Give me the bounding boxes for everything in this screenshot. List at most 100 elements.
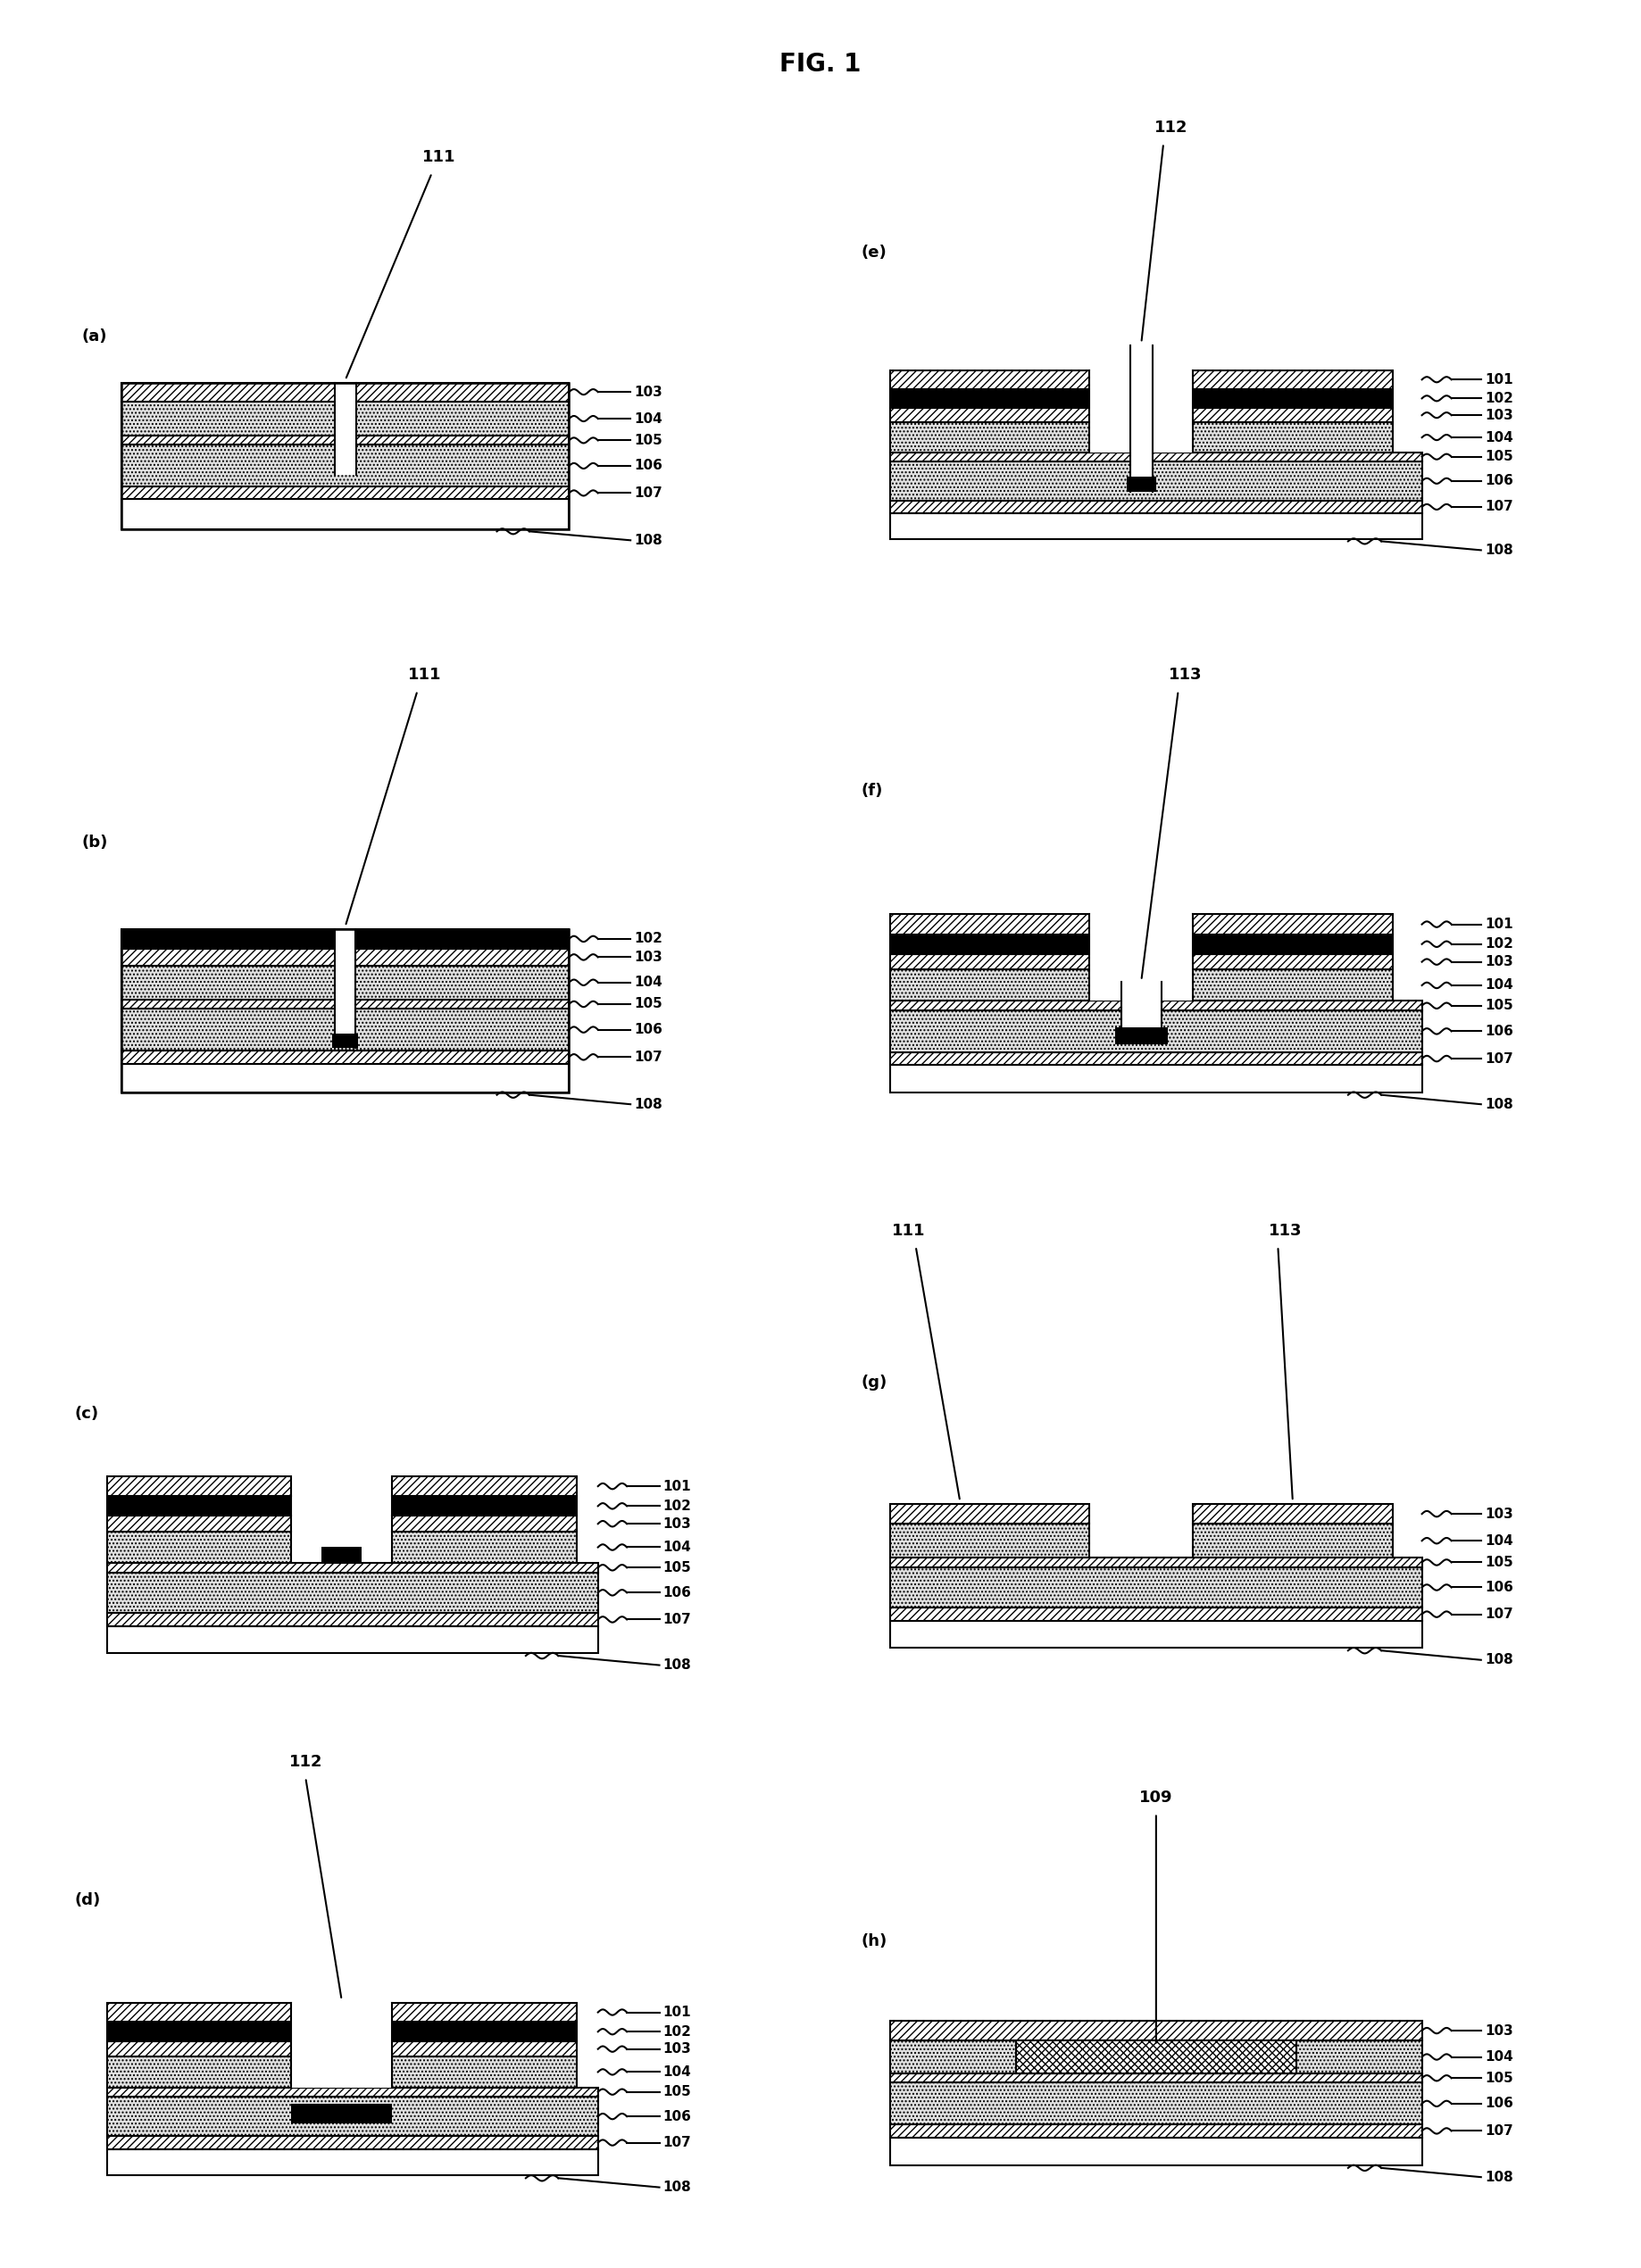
Bar (1193, 1504, 1392, 1524)
Bar (392, 1497, 576, 1515)
Bar (107, 2023, 290, 2041)
Text: 105: 105 (1485, 998, 1513, 1012)
Text: 105: 105 (663, 2084, 691, 2098)
Bar (107, 1497, 290, 1515)
Bar (121, 948, 569, 966)
Text: 104: 104 (1485, 431, 1513, 445)
Bar (889, 1524, 1090, 1558)
Text: 107: 107 (1485, 1608, 1513, 1622)
Bar (889, 2082, 1421, 2125)
Text: 111: 111 (409, 667, 441, 683)
Text: 104: 104 (1485, 2050, 1513, 2064)
Bar (1193, 1524, 1392, 1558)
Bar (392, 2023, 576, 2041)
Bar (392, 1531, 576, 1563)
Bar (889, 934, 1090, 955)
Bar (1193, 390, 1392, 408)
Bar (889, 501, 1421, 513)
Text: 107: 107 (1485, 1052, 1513, 1066)
Text: 104: 104 (663, 2066, 691, 2080)
Bar (121, 401, 569, 435)
Bar (1116, 1027, 1167, 1043)
Bar (889, 2125, 1421, 2136)
Text: 105: 105 (663, 1560, 691, 1574)
Bar (1193, 955, 1392, 971)
Bar (392, 1515, 576, 1531)
Text: 109: 109 (1139, 1789, 1173, 1805)
Text: 108: 108 (663, 2180, 691, 2193)
Bar (107, 1613, 597, 1626)
Bar (121, 488, 569, 499)
Bar (331, 1034, 358, 1048)
Text: (a): (a) (82, 329, 107, 345)
Bar (889, 1567, 1421, 1608)
Bar (107, 1476, 290, 1497)
Text: 101: 101 (663, 1479, 691, 1492)
Text: 103: 103 (1485, 408, 1513, 422)
Bar (107, 1515, 290, 1531)
Bar (889, 1052, 1421, 1066)
Text: 104: 104 (663, 1540, 691, 1554)
Bar (392, 2041, 576, 2057)
Bar (889, 370, 1090, 390)
Text: 106: 106 (1485, 2098, 1513, 2109)
Text: 108: 108 (1485, 1653, 1513, 1667)
Text: 105: 105 (633, 998, 663, 1012)
Text: (h): (h) (860, 1932, 886, 1950)
Bar (889, 2041, 1421, 2073)
Text: 113: 113 (1268, 1222, 1301, 1238)
Text: 102: 102 (1485, 392, 1513, 406)
Bar (889, 390, 1090, 408)
Bar (889, 2073, 1421, 2082)
Text: 106: 106 (663, 2109, 691, 2123)
Bar (107, 2057, 290, 2087)
Text: 102: 102 (663, 1499, 691, 1513)
Text: 112: 112 (1154, 120, 1188, 136)
Text: 111: 111 (891, 1222, 926, 1238)
Text: 103: 103 (1485, 955, 1513, 968)
Text: 103: 103 (663, 1517, 691, 1531)
Text: 108: 108 (1485, 1098, 1513, 1111)
Text: (e): (e) (860, 245, 886, 261)
Bar (107, 2087, 597, 2096)
Text: 106: 106 (1485, 1581, 1513, 1594)
Bar (121, 499, 569, 528)
Bar (889, 460, 1421, 501)
Bar (121, 435, 569, 445)
Bar (107, 1531, 290, 1563)
Text: (g): (g) (860, 1374, 886, 1390)
Bar (889, 1558, 1421, 1567)
Text: 107: 107 (633, 1050, 663, 1064)
Bar (121, 445, 569, 488)
Bar (889, 1622, 1421, 1649)
Bar (889, 2136, 1421, 2166)
Text: 101: 101 (663, 2005, 691, 2019)
Bar (889, 1009, 1421, 1052)
Text: 101: 101 (1485, 919, 1513, 930)
Bar (335, 383, 356, 474)
Bar (107, 2003, 290, 2023)
Bar (121, 1009, 569, 1050)
Bar (121, 966, 569, 1000)
Text: 102: 102 (1485, 937, 1513, 950)
Text: 108: 108 (633, 1098, 663, 1111)
Text: 111: 111 (422, 150, 456, 166)
Bar (107, 2041, 290, 2057)
Text: 106: 106 (633, 458, 663, 472)
Text: 106: 106 (1485, 474, 1513, 488)
Bar (121, 1064, 569, 1093)
Bar (1193, 370, 1392, 390)
Bar (1193, 934, 1392, 955)
Bar (889, 955, 1090, 971)
Text: (b): (b) (82, 835, 108, 850)
Text: 108: 108 (1485, 2170, 1513, 2184)
Text: 107: 107 (663, 2136, 691, 2150)
Text: (f): (f) (860, 782, 883, 798)
Bar (1131, 345, 1152, 476)
Bar (107, 2150, 597, 2175)
Text: 105: 105 (1485, 1556, 1513, 1569)
Bar (1016, 2041, 1296, 2073)
Text: 104: 104 (1485, 978, 1513, 991)
Bar (1193, 971, 1392, 1000)
Text: 108: 108 (1485, 544, 1513, 558)
